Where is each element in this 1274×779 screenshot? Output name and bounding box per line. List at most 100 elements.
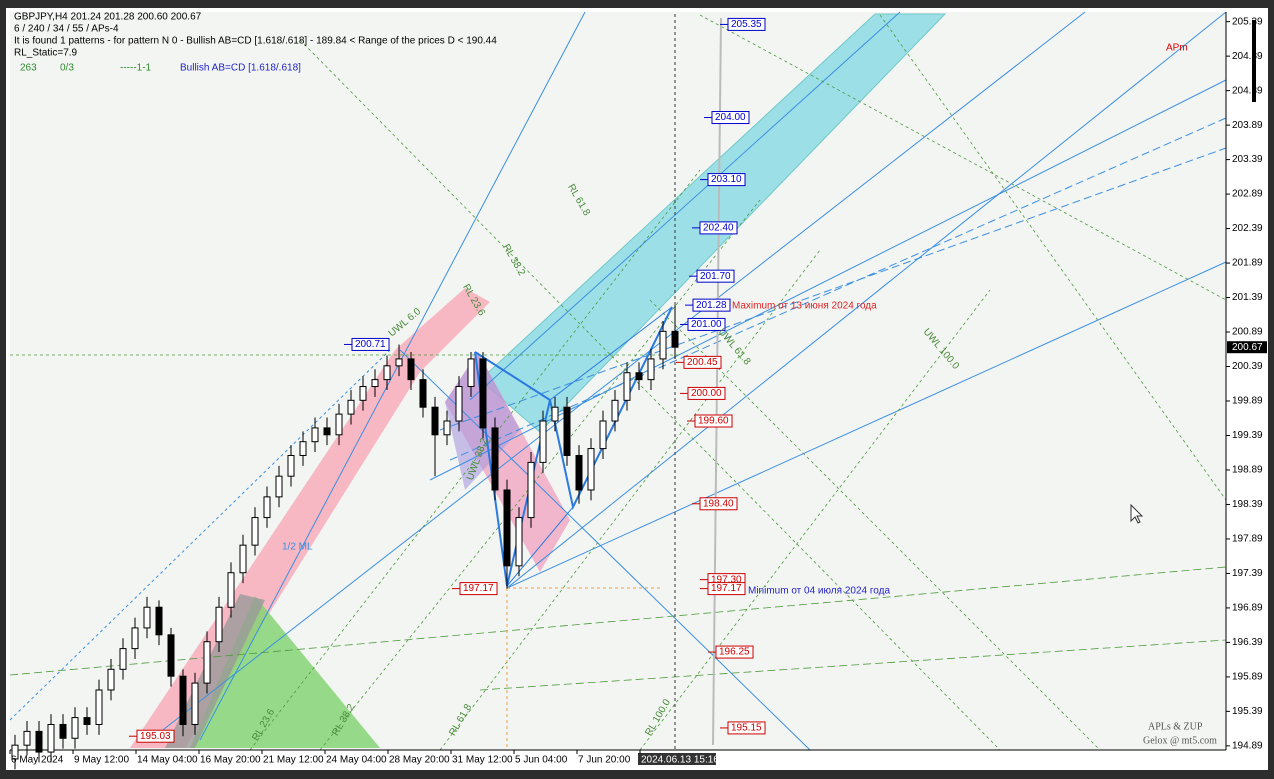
level-box <box>687 386 726 400</box>
candle-body <box>287 454 295 477</box>
y-tick-label: 202.89 <box>1232 189 1263 200</box>
candle-body <box>407 358 415 381</box>
y-tick-label: 204.39 <box>1232 85 1263 96</box>
candle-body <box>263 496 271 519</box>
level-label: 199.60 <box>698 416 729 427</box>
candle-body <box>299 441 307 456</box>
candle-body <box>239 544 247 574</box>
candle-body <box>119 648 127 670</box>
candle-body <box>47 723 55 753</box>
level-box <box>707 173 746 187</box>
candle-body <box>623 372 631 401</box>
candle-body <box>83 717 91 725</box>
candle-body <box>671 330 679 348</box>
x-tick-label: 31 May 12:00 <box>452 755 513 766</box>
annotation: APm <box>1166 43 1188 54</box>
candle-body <box>179 675 187 725</box>
y-tick-label: 200.39 <box>1232 361 1263 372</box>
y-tick-label: 198.39 <box>1232 499 1263 510</box>
annotation: Minimum от 04 июля 2024 года <box>748 586 890 597</box>
triangle <box>190 596 380 748</box>
candle-body <box>311 427 319 443</box>
channel <box>165 594 265 748</box>
header-line: RL_Static=7.9 <box>14 48 78 59</box>
y-tick-label: 200.89 <box>1232 327 1263 338</box>
level-label: 195.03 <box>140 731 171 742</box>
channel <box>395 288 490 372</box>
level-box <box>694 414 733 428</box>
level-box <box>459 582 498 596</box>
candle-body <box>335 413 343 436</box>
candle-body <box>59 723 67 739</box>
y-tick-label: 202.39 <box>1232 223 1263 234</box>
level-label: 203.10 <box>711 174 742 185</box>
candle-body <box>203 641 211 684</box>
candle-body <box>455 386 463 422</box>
last-price-box <box>1227 341 1267 354</box>
x-tick-label: 5 Jun 04:00 <box>515 755 568 766</box>
candle-body <box>155 606 163 636</box>
y-tick-label: 205.39 <box>1232 16 1263 27</box>
candle-body <box>275 475 283 498</box>
level-label: 201.70 <box>700 271 731 282</box>
annotation: Maximum от 13 июня 2024 года <box>732 301 877 312</box>
level-box <box>699 497 738 511</box>
level-label: 205.35 <box>731 19 762 30</box>
x-tick-label: 7 Jun 20:00 <box>578 755 631 766</box>
candle-body <box>611 399 619 422</box>
status: Bullish AB=CD [1.618/.618] <box>180 63 301 74</box>
x-tick-label: 28 May 20:00 <box>389 755 450 766</box>
x-tick-label: 6 May 2024 <box>11 755 64 766</box>
price-axis <box>1226 12 1268 750</box>
level-label: 202.40 <box>703 223 734 234</box>
x-tick-label: 24 May 04:00 <box>326 755 387 766</box>
y-tick-label: 195.89 <box>1232 672 1263 683</box>
last-price: 200.67 <box>1232 342 1263 353</box>
status: -----1-1 <box>120 63 152 74</box>
annotation: APLs & ZUP <box>1148 721 1203 732</box>
status: 0/3 <box>60 63 74 74</box>
candle-body <box>575 454 583 491</box>
y-tick-label: 197.89 <box>1232 534 1263 545</box>
x-tick-label: 9 May 12:00 <box>74 755 129 766</box>
level-box <box>715 645 754 659</box>
candle-body <box>539 420 547 463</box>
candle-body <box>371 379 379 388</box>
plot-area <box>10 12 1226 750</box>
level-label: 201.00 <box>691 319 722 330</box>
candle-body <box>143 606 151 629</box>
level-label: 198.40 <box>703 498 734 509</box>
y-tick-label: 197.39 <box>1232 568 1263 579</box>
level-box <box>727 721 766 735</box>
level-box <box>136 729 175 743</box>
candle-body <box>587 448 595 491</box>
y-tick-label: 196.89 <box>1232 603 1263 614</box>
candle-body <box>659 330 667 360</box>
level-label: 200.00 <box>691 388 722 399</box>
candle-body <box>347 399 355 415</box>
header-line: 6 / 240 / 34 / 55 / APs-4 <box>14 24 119 35</box>
level-box <box>351 337 390 351</box>
y-tick-label: 198.89 <box>1232 465 1263 476</box>
candle-body <box>23 730 31 746</box>
level-box <box>727 17 766 31</box>
x-tick-label: 2024.06.13 15:16 <box>641 755 719 766</box>
scrollbar <box>1252 20 1256 102</box>
candle-body <box>419 379 427 408</box>
status: 263 <box>20 63 37 74</box>
candle-body <box>479 358 487 429</box>
level-label: 200.45 <box>687 357 718 368</box>
x-tick-label: 21 May 12:00 <box>263 755 324 766</box>
candle-body <box>107 668 115 691</box>
header-line: It is found 1 patterns - for pattern N 0… <box>14 36 497 47</box>
candle-body <box>323 427 331 436</box>
level-box <box>683 355 722 369</box>
candle-body <box>383 365 391 381</box>
level-box <box>711 111 750 125</box>
candle-body <box>635 372 643 381</box>
candle-body <box>251 517 259 546</box>
candle-body <box>227 572 235 608</box>
y-tick-label: 196.39 <box>1232 637 1263 648</box>
y-tick-label: 201.39 <box>1232 292 1263 303</box>
level-label: 204.00 <box>715 112 746 123</box>
